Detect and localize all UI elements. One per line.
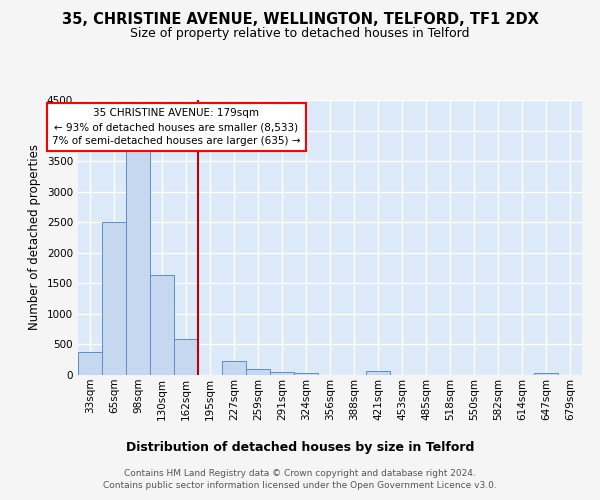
- Text: Contains HM Land Registry data © Crown copyright and database right 2024.
Contai: Contains HM Land Registry data © Crown c…: [103, 469, 497, 490]
- Y-axis label: Number of detached properties: Number of detached properties: [28, 144, 41, 330]
- Bar: [270, 372, 294, 375]
- Text: Distribution of detached houses by size in Telford: Distribution of detached houses by size …: [126, 441, 474, 454]
- Text: Size of property relative to detached houses in Telford: Size of property relative to detached ho…: [130, 28, 470, 40]
- Bar: [294, 373, 318, 375]
- Bar: [102, 222, 126, 375]
- Bar: [174, 339, 198, 375]
- Bar: [126, 149, 150, 375]
- Bar: [534, 374, 558, 375]
- Bar: [150, 275, 174, 375]
- Text: 35 CHRISTINE AVENUE: 179sqm
← 93% of detached houses are smaller (8,533)
7% of s: 35 CHRISTINE AVENUE: 179sqm ← 93% of det…: [52, 108, 301, 146]
- Text: 35, CHRISTINE AVENUE, WELLINGTON, TELFORD, TF1 2DX: 35, CHRISTINE AVENUE, WELLINGTON, TELFOR…: [62, 12, 538, 28]
- Bar: [222, 361, 246, 375]
- Bar: [78, 352, 102, 375]
- Bar: [246, 368, 270, 375]
- Bar: [366, 372, 390, 375]
